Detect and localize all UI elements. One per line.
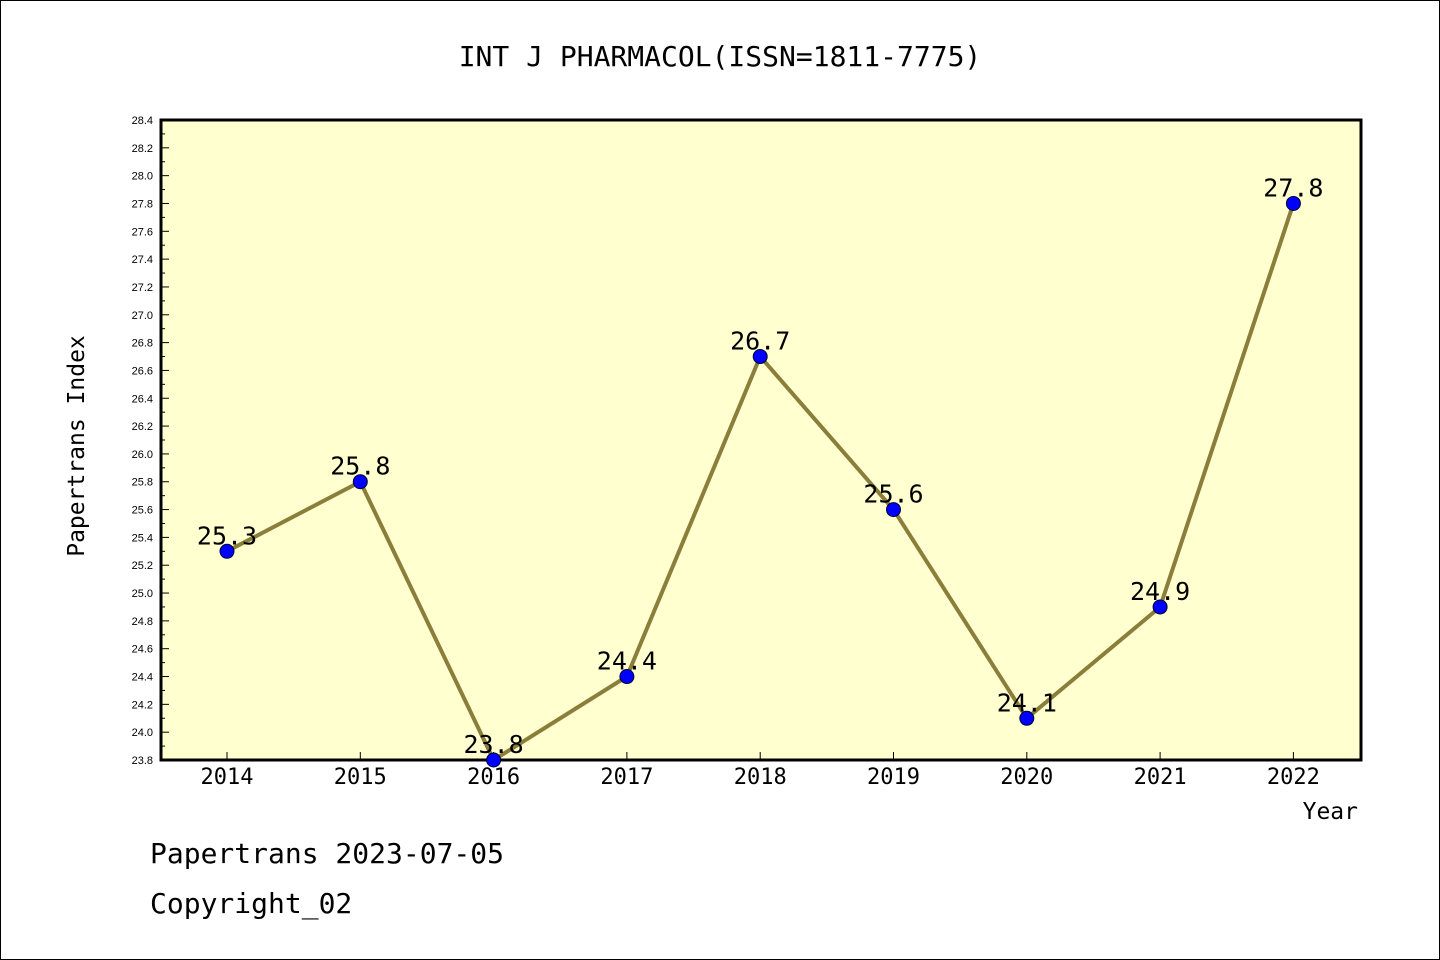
y-tick-label: 27.8 <box>132 198 153 210</box>
y-tick-label: 24.8 <box>132 616 153 628</box>
x-tick-label: 2015 <box>334 765 387 790</box>
y-tick-label: 24.0 <box>132 727 153 739</box>
y-tick-label: 24.6 <box>132 644 153 656</box>
data-label: 24.9 <box>1130 577 1190 606</box>
y-tick-label: 25.8 <box>132 477 153 489</box>
data-point <box>886 502 901 518</box>
data-point <box>352 474 368 490</box>
data-points <box>219 195 1301 768</box>
data-label: 25.6 <box>863 480 923 509</box>
data-point <box>1285 195 1301 211</box>
data-label: 23.8 <box>463 730 523 759</box>
data-point <box>619 669 635 685</box>
y-tick-label: 25.6 <box>132 505 153 517</box>
data-point <box>1019 710 1035 726</box>
y-tick-label: 24.4 <box>132 672 153 684</box>
x-tick-label: 2019 <box>867 765 920 790</box>
x-axis: 2014 2015 2016 2017 2018 2019 2020 2021 2022 <box>201 752 1320 790</box>
data-label: 24.4 <box>597 647 657 676</box>
data-label: 25.8 <box>330 452 390 481</box>
y-tick-label: 27.2 <box>132 282 153 294</box>
x-axis-label: Year <box>1303 799 1358 825</box>
y-axis-label: Papertrans Index <box>64 335 90 557</box>
x-tick-label: 2016 <box>467 765 520 790</box>
footer-copyright: Copyright_02 <box>150 887 352 921</box>
y-tick-label: 26.6 <box>132 365 153 377</box>
x-tick-label: 2014 <box>201 765 254 790</box>
data-label: 27.8 <box>1263 173 1323 202</box>
data-point <box>752 349 768 365</box>
y-tick-label: 28.4 <box>132 115 153 127</box>
y-tick-label: 26.2 <box>132 421 153 433</box>
y-tick-label: 28.0 <box>132 171 153 183</box>
x-tick-label: 2021 <box>1134 765 1187 790</box>
data-point <box>1152 599 1168 615</box>
y-tick-label: 27.0 <box>132 310 153 322</box>
x-tick-label: 2020 <box>1000 765 1053 790</box>
y-tick-label: 23.8 <box>132 755 153 767</box>
x-tick-label: 2018 <box>734 765 787 790</box>
plot-area <box>159 118 1363 762</box>
x-tick-label: 2022 <box>1267 765 1320 790</box>
chart-title: INT J PHARMACOL(ISSN=1811-7775) <box>459 40 982 73</box>
y-tick-label: 26.8 <box>132 338 153 350</box>
footer-date: Papertrans 2023-07-05 <box>150 837 504 870</box>
y-tick-label: 26.4 <box>132 393 153 405</box>
y-tick-label: 26.0 <box>132 449 153 461</box>
y-tick-label: 25.2 <box>132 560 153 572</box>
y-tick-label: 25.4 <box>132 532 153 544</box>
y-tick-label: 24.2 <box>132 699 153 711</box>
data-label: 26.7 <box>730 327 790 356</box>
data-point <box>219 543 235 559</box>
y-tick-label: 25.0 <box>132 588 153 600</box>
data-label: 24.1 <box>997 688 1057 717</box>
data-point <box>486 752 502 768</box>
y-tick-label: 27.6 <box>132 226 153 238</box>
data-labels: 25.3 25.8 23.8 24.4 26.7 25.6 24.1 24.9 27.8 <box>197 173 1324 759</box>
data-label: 25.3 <box>197 521 257 550</box>
y-tick-label: 28.2 <box>132 143 153 155</box>
y-axis: 23.8 24.0 24.2 24.4 24.6 24.8 25.0 25.2 25.4 25.6… <box>132 115 169 767</box>
y-tick-label: 27.4 <box>132 254 153 266</box>
x-tick-label: 2017 <box>600 765 653 790</box>
